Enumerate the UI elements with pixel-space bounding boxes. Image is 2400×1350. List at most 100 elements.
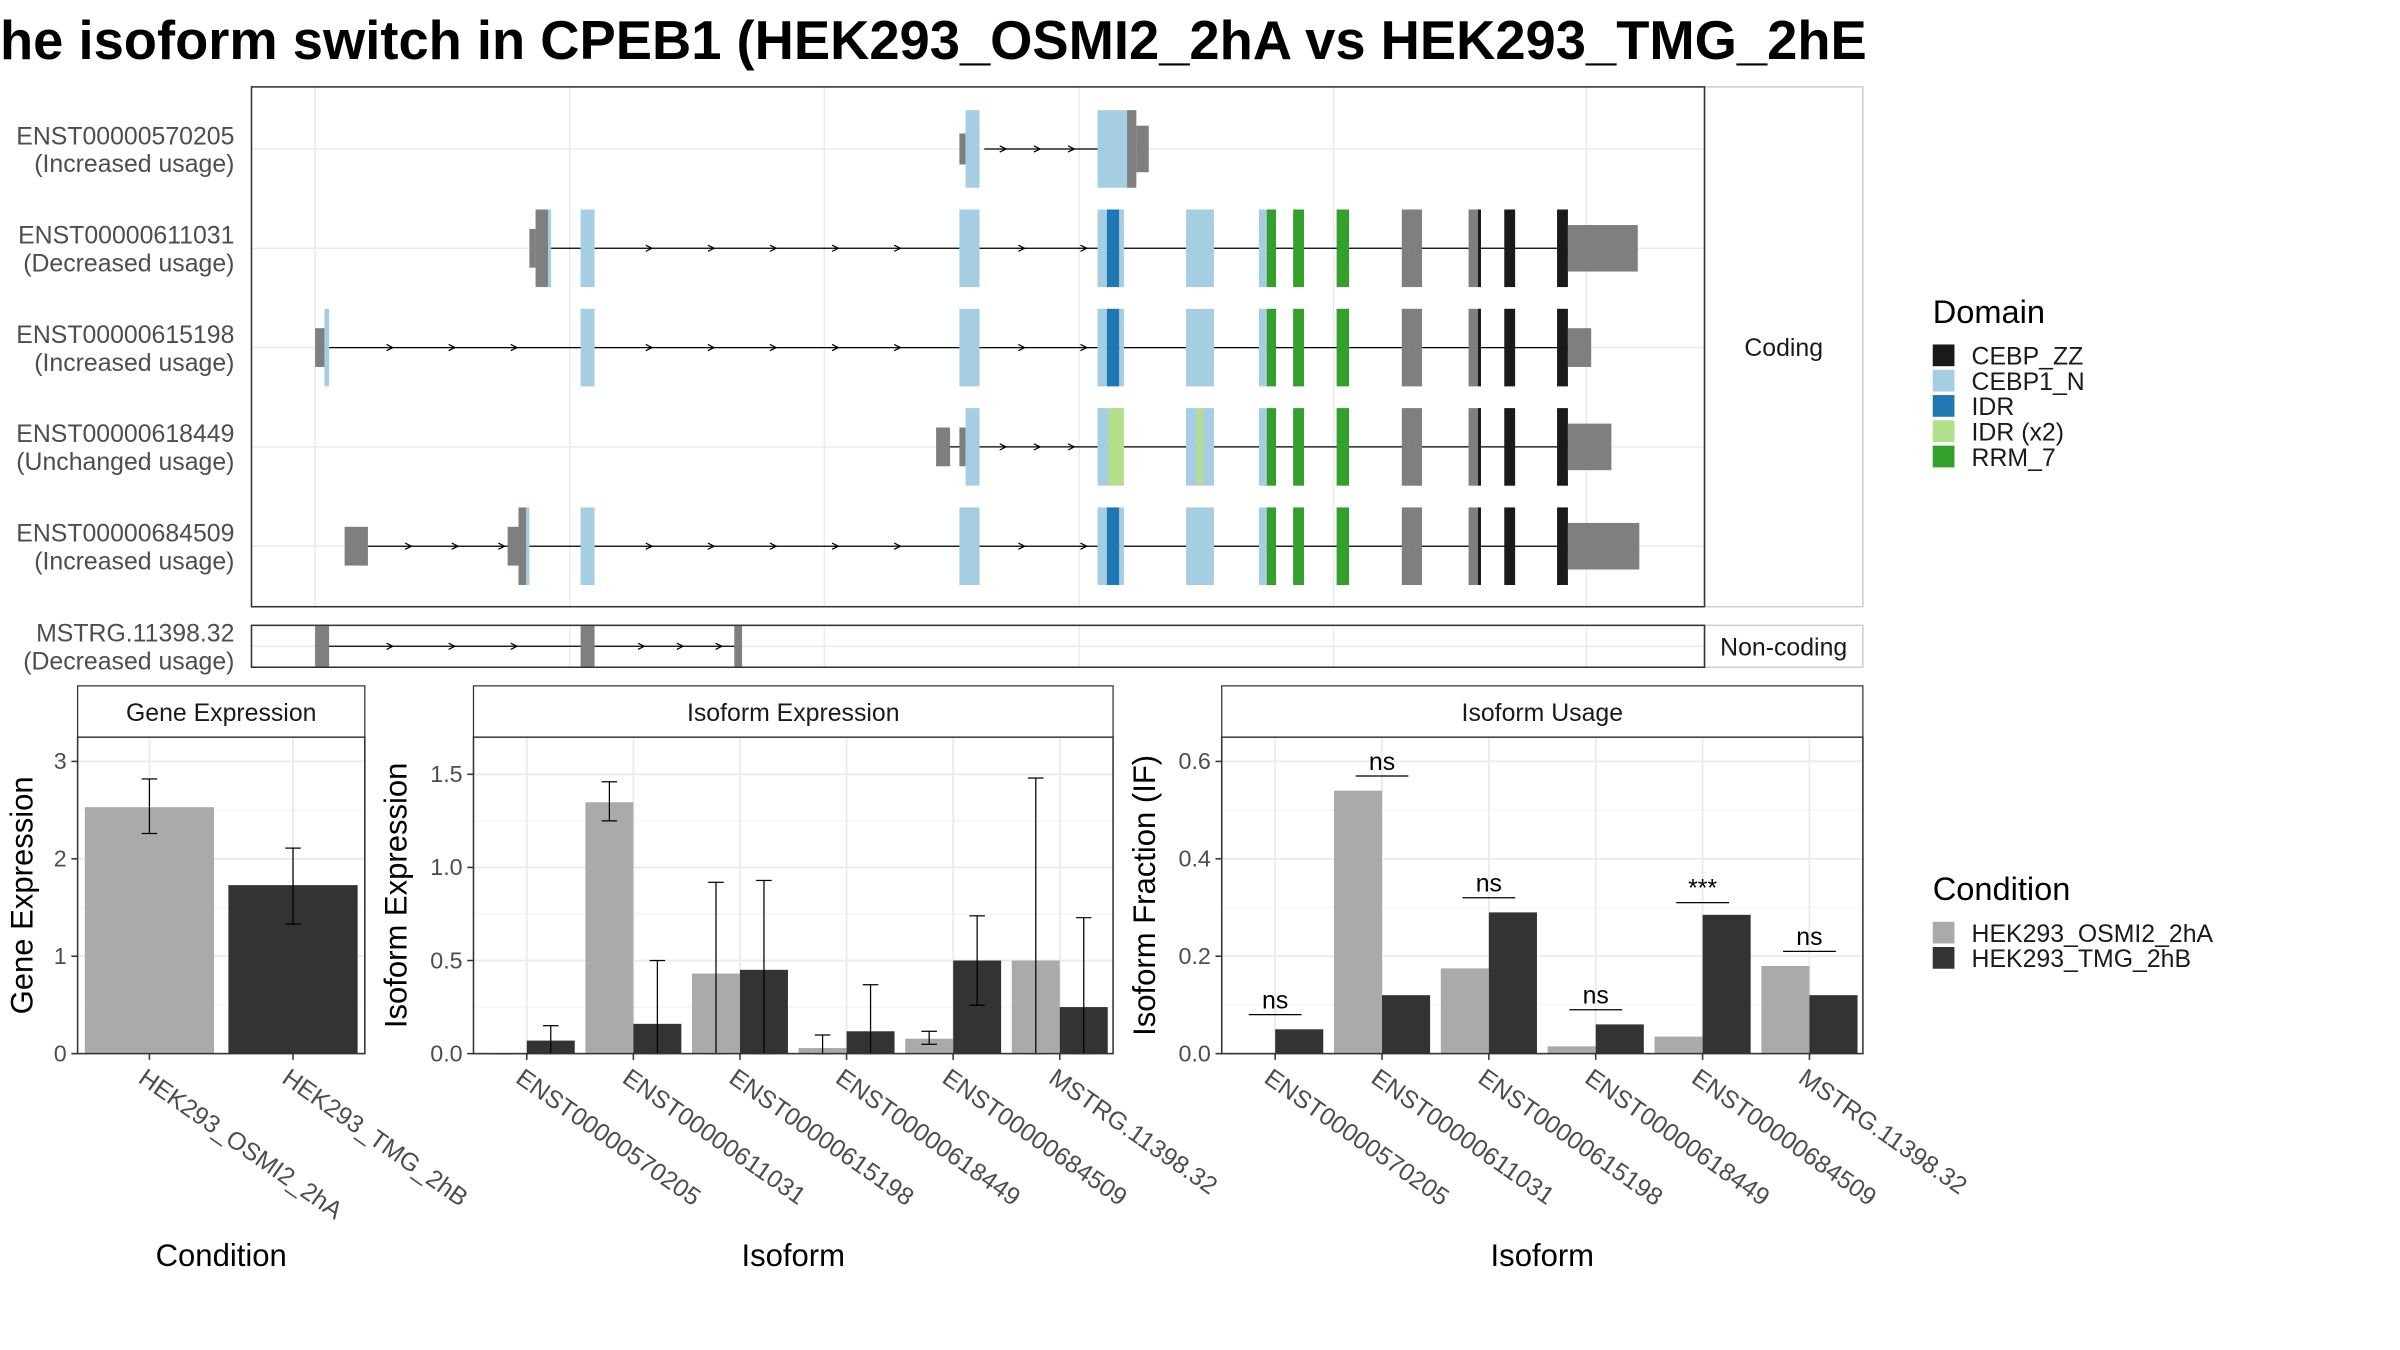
exon-cebp-zz (1504, 308, 1516, 387)
strand-arrow (386, 642, 395, 650)
strand-arrow (715, 642, 724, 650)
legend-label-hek293-osmi2-2ha: HEK293_OSMI2_2hA (1972, 921, 2214, 948)
legend-label-idr: IDR (1972, 394, 2015, 421)
y-tick-label: 0.4 (1179, 846, 1211, 872)
exon (1136, 125, 1149, 173)
strand-arrow (510, 642, 519, 650)
facet-strip-label: Isoform Usage (1462, 700, 1623, 727)
legend-label-idr-x2: IDR (x2) (1972, 420, 2064, 447)
exon-cebp1-n (965, 110, 980, 188)
legend-key-cebp-zz (1932, 344, 1955, 367)
bar-enst00000611031-hek293-tmg-2hb (1382, 995, 1431, 1054)
y-tick-label: 1.0 (430, 854, 462, 880)
x-tick-label: ENST00000615198 (724, 1064, 918, 1211)
x-axis-title: Isoform (742, 1238, 845, 1273)
significance-label: *** (1688, 875, 1717, 902)
exon-cebp1-n (1097, 209, 1107, 288)
x-tick-label: ENST00000615198 (1473, 1064, 1667, 1211)
exon-cebp-zz (1557, 408, 1568, 486)
transcript-usage-label: (Decreased usage) (23, 649, 234, 676)
exon (1408, 507, 1422, 585)
strand-arrow (1080, 343, 1089, 352)
x-axis-title: Isoform (1491, 1238, 1594, 1273)
exon-idr (1106, 209, 1120, 288)
exon-idr (1106, 308, 1120, 387)
transcript-usage-label: (Increased usage) (34, 548, 234, 575)
bar-enst00000615198-hek293-tmg-2hb (1488, 912, 1537, 1054)
exon-rrm-7 (1266, 507, 1277, 585)
exon (507, 526, 519, 566)
exon (959, 427, 966, 467)
exon-rrm-7 (1293, 209, 1305, 288)
strand-arrow (1067, 145, 1076, 153)
x-tick-label: ENST00000684509 (937, 1064, 1131, 1211)
exon (1567, 423, 1612, 471)
transcript-usage-label: (Decreased usage) (23, 251, 234, 278)
x-tick-label: ENST00000618449 (831, 1064, 1025, 1211)
legend-key-idr (1932, 395, 1955, 417)
exon-cebp1-n (1186, 507, 1214, 585)
y-axis-title: Isoform Expression (379, 763, 414, 1029)
exon-cebp-zz (1557, 209, 1568, 288)
strand-arrow (999, 145, 1008, 153)
exon-cebp1-n (1258, 408, 1267, 486)
exon (1401, 209, 1409, 288)
exon-cebp-zz (1477, 209, 1481, 288)
x-tick-label: ENST00000611031 (618, 1064, 811, 1210)
exon (1401, 507, 1409, 585)
strand-arrow (1033, 145, 1042, 153)
bar-enst00000684509-hek293-osmi2-2ha (1654, 1036, 1703, 1054)
x-tick-label: ENST00000618449 (1580, 1064, 1774, 1211)
transcript-enst00000615198 (315, 308, 1592, 387)
condition-legend-title: Condition (1933, 870, 2071, 907)
exon-cebp1-n (1097, 408, 1109, 486)
plot-bg (473, 737, 1114, 1054)
exon (344, 526, 368, 566)
exon (1401, 408, 1409, 486)
bar-enst00000615198-hek293-osmi2-2ha (1440, 968, 1489, 1054)
x-tick-label: ENST00000570205 (1259, 1064, 1453, 1211)
exon-rrm-7 (1293, 408, 1305, 486)
y-tick-label: 2 (54, 846, 67, 872)
transcript-enst00000611031 (529, 209, 1638, 288)
isoform-expression-chart: 0.0 0.5 1.0 1.5 Isoform Expression ENST000005… (379, 685, 1222, 1273)
exon-cebp1-n (1186, 209, 1214, 288)
strand-arrow (645, 343, 654, 352)
y-tick-label: 0.0 (1179, 1040, 1211, 1066)
exon (1408, 209, 1422, 288)
strand-arrow (510, 343, 519, 352)
exon-cebp1-n (965, 408, 980, 486)
exon-cebp1-n (324, 308, 330, 387)
facet-strip-label: Isoform Expression (687, 700, 900, 727)
exon-cebp1-n (1097, 110, 1128, 188)
exon (1567, 225, 1638, 272)
significance-label: ns (1796, 924, 1822, 951)
coding-strip (1703, 86, 1864, 608)
exon-cebp-zz (1557, 308, 1568, 387)
strand-arrow (1033, 443, 1042, 451)
exon (936, 427, 951, 467)
exon (315, 328, 325, 367)
strand-arrow (645, 542, 654, 550)
exon (535, 209, 548, 288)
bar-mstrg-11398-32-hek293-tmg-2hb (1809, 995, 1858, 1054)
transcript-label: ENST00000570205 (16, 123, 234, 150)
y-tick-label: 0.5 (430, 947, 462, 973)
transcript-enst00000618449 (936, 408, 1612, 486)
transcript-usage-label: (Increased usage) (34, 151, 234, 178)
exon-cebp1-n (1119, 209, 1124, 288)
exon (959, 133, 966, 165)
strand-arrow (645, 244, 654, 252)
exon-cebp1-n (959, 209, 980, 288)
coding-panel-frame (250, 86, 1706, 608)
strand-arrow (1018, 542, 1026, 550)
transcript-structure-panel: CodingNon-codingENST00000570205(Increase… (16, 86, 1864, 676)
exon (1567, 328, 1592, 367)
legend-key-idr-x2 (1932, 420, 1955, 443)
transcript-usage-label: (Unchanged usage) (16, 449, 234, 476)
coding-strip-label: Coding (1744, 335, 1823, 362)
exon (1468, 308, 1478, 387)
noncoding-panel-frame (250, 624, 1706, 669)
exon-rrm-7 (1336, 507, 1350, 585)
